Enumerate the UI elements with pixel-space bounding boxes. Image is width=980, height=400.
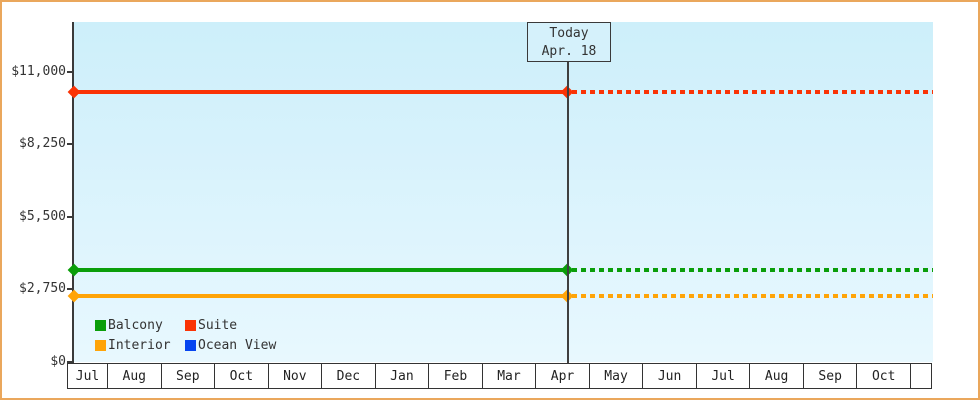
month-cell-may-10: May [590, 364, 644, 388]
month-cell-feb-7: Feb [429, 364, 483, 388]
month-cell-sep-14: Sep [804, 364, 858, 388]
month-cell-aug-13: Aug [750, 364, 804, 388]
series-line-dashed-suite [572, 90, 933, 95]
legend-item-balcony: Balcony [95, 315, 185, 335]
month-cell-aug-1: Aug [108, 364, 162, 388]
month-cell-jan-6: Jan [376, 364, 430, 388]
series-line-solid-interior [74, 294, 568, 299]
legend-label: Interior [108, 337, 171, 353]
legend-label: Balcony [108, 317, 163, 333]
month-cell-stub [911, 364, 931, 388]
month-cell-oct-3: Oct [215, 364, 269, 388]
y-tick-label: $5,500 [19, 208, 66, 224]
y-tick-label: $0 [50, 354, 66, 369]
plot-area [74, 22, 933, 362]
today-label: Today [549, 26, 589, 41]
series-line-solid-balcony [74, 267, 568, 272]
y-tick-mark [67, 143, 72, 146]
y-tick-mark [67, 288, 72, 291]
month-cell-jul-12: Jul [697, 364, 751, 388]
y-axis-line [72, 22, 74, 363]
month-cell-dec-5: Dec [322, 364, 376, 388]
legend-item-ocean-view: Ocean View [185, 335, 315, 355]
legend-item-suite: Suite [185, 315, 315, 335]
legend-label: Ocean View [198, 337, 277, 353]
month-cell-jun-11: Jun [643, 364, 697, 388]
legend-swatch-icon [185, 339, 196, 351]
today-date: Apr. 18 [541, 44, 597, 59]
legend-label: Suite [198, 317, 238, 333]
legend-swatch-icon [95, 319, 106, 331]
series-line-solid-suite [74, 90, 568, 95]
x-axis-month-row: Jul Aug Sep Oct Nov Dec Jan Feb Mar Apr May Jun Jul A… [67, 363, 932, 389]
month-cell-mar-8: Mar [483, 364, 537, 388]
y-tick-label: $8,250 [19, 136, 66, 152]
month-cell-nov-4: Nov [269, 364, 323, 388]
y-tick-mark [67, 361, 72, 363]
y-tick-label: $11,000 [11, 63, 66, 79]
month-cell-sep-2: Sep [162, 364, 216, 388]
legend-swatch-icon [185, 319, 196, 331]
legend: Balcony Suite Interior Ocean View [95, 315, 315, 355]
legend-item-interior: Interior [95, 335, 185, 355]
legend-swatch-icon [95, 339, 106, 351]
today-callout-box: Today Apr. 18 [527, 22, 611, 62]
y-tick-mark [67, 215, 72, 218]
y-tick-label: $2,750 [19, 281, 66, 297]
today-marker-line [567, 62, 569, 363]
series-line-dashed-interior [572, 294, 933, 299]
month-cell-oct-15: Oct [857, 364, 911, 388]
month-cell-apr-9: Apr [536, 364, 590, 388]
series-line-dashed-balcony [572, 267, 933, 272]
y-tick-mark [67, 70, 72, 73]
month-cell-jul-0: Jul [68, 364, 108, 388]
